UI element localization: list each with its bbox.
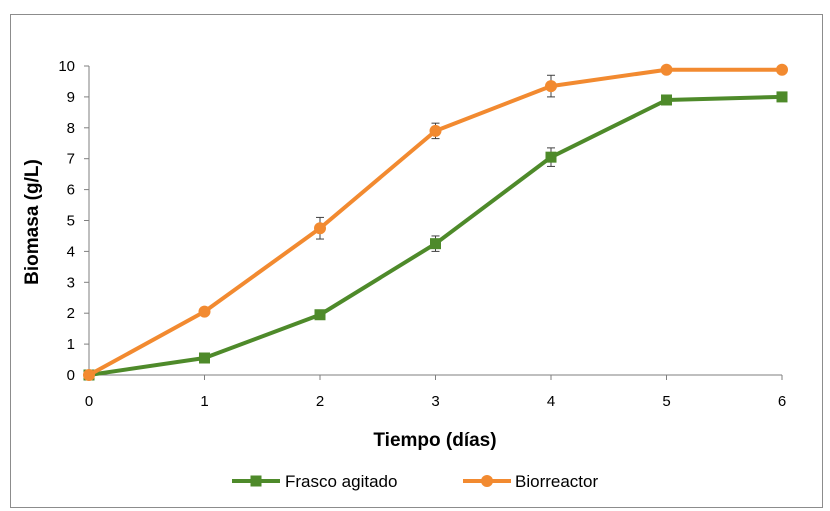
legend-swatch-marker bbox=[481, 475, 493, 487]
data-point bbox=[83, 369, 95, 381]
data-point bbox=[430, 238, 441, 250]
data-point bbox=[314, 222, 326, 235]
series-line-biorreactor bbox=[88, 67, 782, 377]
legend: Frasco agitado Biorreactor bbox=[232, 472, 598, 491]
data-point bbox=[776, 63, 788, 76]
y-tick-label: 8 bbox=[67, 120, 75, 137]
x-tick-label: 1 bbox=[200, 393, 208, 410]
x-tick-label: 3 bbox=[431, 393, 439, 410]
chart-frame bbox=[10, 14, 823, 508]
data-point bbox=[199, 352, 210, 364]
chart-axes bbox=[84, 65, 783, 380]
data-point bbox=[429, 124, 442, 137]
y-tick-label: 0 bbox=[67, 367, 75, 384]
legend-item-frasco-agitado: Frasco agitado bbox=[232, 472, 397, 491]
x-tick-label: 5 bbox=[662, 393, 670, 410]
y-tick-label: 10 bbox=[58, 58, 75, 75]
x-tick-label: 0 bbox=[85, 393, 93, 410]
y-tick-label: 2 bbox=[67, 305, 75, 322]
data-point bbox=[198, 305, 211, 318]
y-tick-labels: 0 1 2 3 4 5 6 7 8 9 10 bbox=[58, 58, 75, 384]
series-biorreactor bbox=[83, 63, 788, 381]
y-tick-label: 6 bbox=[67, 182, 75, 199]
y-axis-title: Biomasa (g/L) bbox=[22, 159, 43, 285]
x-tick-labels: 0 1 2 3 4 5 6 bbox=[85, 393, 786, 410]
x-tick-label: 4 bbox=[547, 393, 555, 410]
chart-series bbox=[83, 63, 788, 381]
y-tick-label: 4 bbox=[67, 243, 75, 260]
x-axis-title: Tiempo (días) bbox=[373, 430, 496, 451]
legend-swatch-marker bbox=[250, 475, 262, 487]
legend-item-biorreactor: Biorreactor bbox=[463, 472, 598, 491]
data-point bbox=[776, 91, 788, 103]
data-point bbox=[545, 80, 557, 93]
y-tick-label: 7 bbox=[67, 151, 75, 168]
data-point bbox=[660, 63, 673, 76]
y-tick-label: 1 bbox=[67, 336, 75, 353]
data-point bbox=[314, 309, 326, 321]
x-tick-label: 6 bbox=[778, 393, 786, 410]
legend-label: Biorreactor bbox=[515, 472, 598, 491]
data-point bbox=[545, 151, 557, 163]
legend-label: Frasco agitado bbox=[285, 472, 397, 491]
y-tick-label: 9 bbox=[67, 89, 75, 106]
x-tick-label: 2 bbox=[316, 393, 324, 410]
y-tick-label: 5 bbox=[67, 213, 75, 230]
data-point bbox=[661, 94, 672, 106]
y-tick-label: 3 bbox=[67, 274, 75, 291]
